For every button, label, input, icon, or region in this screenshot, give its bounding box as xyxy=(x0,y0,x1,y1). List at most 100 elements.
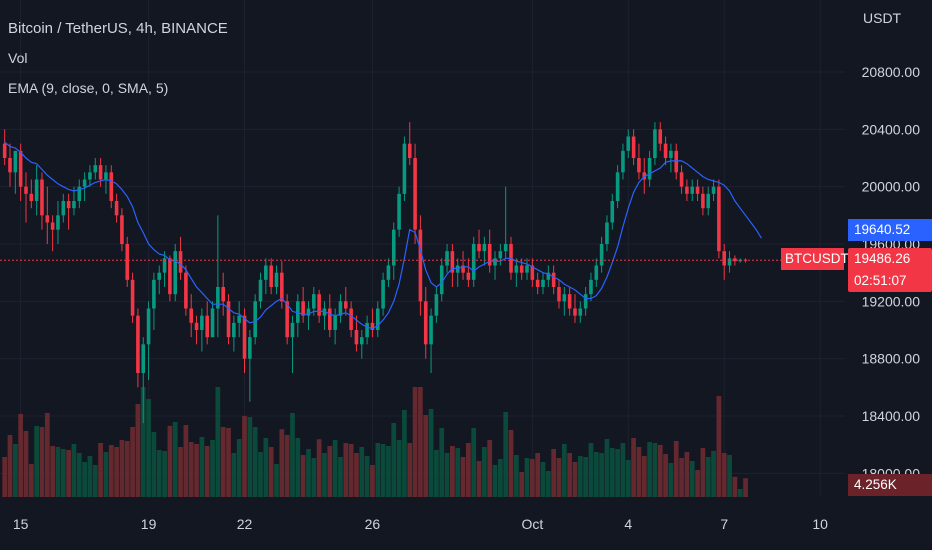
volume-bar xyxy=(593,452,599,497)
candle xyxy=(722,244,727,280)
volume-bar xyxy=(76,453,82,497)
volume-bar xyxy=(98,443,103,497)
volume-bar xyxy=(258,452,263,497)
date-tick-label: 22 xyxy=(237,516,253,532)
candle-body xyxy=(594,265,599,280)
candle-body xyxy=(477,244,481,252)
date-tick-label: 10 xyxy=(812,516,828,532)
legend-title[interactable]: Bitcoin / TetherUS, 4h, BINANCE xyxy=(8,20,228,37)
candle xyxy=(717,179,721,259)
candle xyxy=(327,294,332,338)
candle xyxy=(674,143,679,180)
candle xyxy=(82,172,87,201)
volume-bar xyxy=(215,387,221,497)
volume-bar xyxy=(295,438,301,497)
candle xyxy=(658,122,663,151)
volume-bar xyxy=(716,396,722,497)
candle-body xyxy=(306,308,311,316)
candle xyxy=(2,129,7,166)
legend-ema[interactable]: EMA (9, close, 0, SMA, 5) xyxy=(8,80,169,96)
candle xyxy=(530,258,535,287)
candle xyxy=(434,287,439,323)
candle-body xyxy=(562,294,567,302)
candle xyxy=(66,193,71,230)
candle-body xyxy=(519,265,524,273)
volume-bar xyxy=(711,451,716,497)
candle xyxy=(141,337,146,424)
candle xyxy=(669,143,673,173)
candle xyxy=(168,255,172,302)
candle xyxy=(237,301,241,338)
candle xyxy=(413,143,417,244)
candle-body xyxy=(583,294,588,309)
candle-body xyxy=(82,179,87,187)
candle-body xyxy=(455,265,460,273)
volume-bar xyxy=(620,443,626,497)
volume-bar xyxy=(332,440,338,497)
volume-bar xyxy=(194,444,199,497)
candle xyxy=(120,208,124,252)
candle-body xyxy=(514,265,519,273)
volume-bar xyxy=(18,414,24,497)
candle-body xyxy=(34,179,39,201)
candle-body xyxy=(610,201,615,223)
candle xyxy=(551,265,556,295)
candle xyxy=(599,236,604,273)
volume-bar xyxy=(263,438,269,497)
volume-bar xyxy=(252,427,258,497)
volume-bar xyxy=(535,453,541,497)
candle-body xyxy=(359,337,364,345)
volume-bar xyxy=(545,471,551,497)
volume-bar xyxy=(60,449,66,497)
candle-body xyxy=(701,193,705,209)
candle-body xyxy=(8,158,12,173)
candle xyxy=(98,158,103,187)
volume-bar xyxy=(695,470,700,497)
candle xyxy=(109,165,114,209)
candle xyxy=(583,287,588,316)
candle xyxy=(189,294,194,338)
candles xyxy=(2,122,748,424)
candle xyxy=(45,186,50,244)
candle xyxy=(471,236,476,287)
candle xyxy=(152,272,156,330)
candle-body xyxy=(418,229,423,302)
candle xyxy=(343,287,348,316)
candle-body xyxy=(349,308,353,330)
candle-body xyxy=(120,215,124,244)
volume-bar xyxy=(242,416,247,497)
candle xyxy=(450,244,455,287)
candle xyxy=(567,287,572,316)
candle-body xyxy=(690,186,695,194)
candle-body xyxy=(578,308,583,316)
volume-bar xyxy=(103,452,109,497)
candle-body xyxy=(487,244,492,266)
candle-body xyxy=(498,251,503,259)
candle xyxy=(8,143,12,187)
candle-body xyxy=(274,272,279,287)
candle xyxy=(695,179,700,201)
candle-body xyxy=(391,229,396,266)
candle xyxy=(423,287,428,359)
candle xyxy=(285,294,289,345)
candle xyxy=(653,122,657,166)
candle xyxy=(466,258,471,287)
volume-bar xyxy=(327,446,333,497)
candle-body xyxy=(663,143,668,158)
volume-bar xyxy=(604,439,610,497)
candle xyxy=(40,172,44,230)
candle xyxy=(365,315,369,345)
candle-body xyxy=(397,193,401,230)
legend-volume[interactable]: Vol xyxy=(8,50,28,66)
candle-body xyxy=(93,165,98,173)
volume-bar xyxy=(412,387,418,497)
candle xyxy=(381,272,385,316)
candle-body xyxy=(29,193,34,201)
volume-bar xyxy=(380,444,386,497)
time-axis[interactable]: 15 19 22 26 Oct 4 7 10 xyxy=(13,516,828,532)
candle-body xyxy=(152,279,156,309)
volume-bar xyxy=(172,422,178,497)
candle-body xyxy=(237,315,241,323)
candle xyxy=(445,244,449,273)
